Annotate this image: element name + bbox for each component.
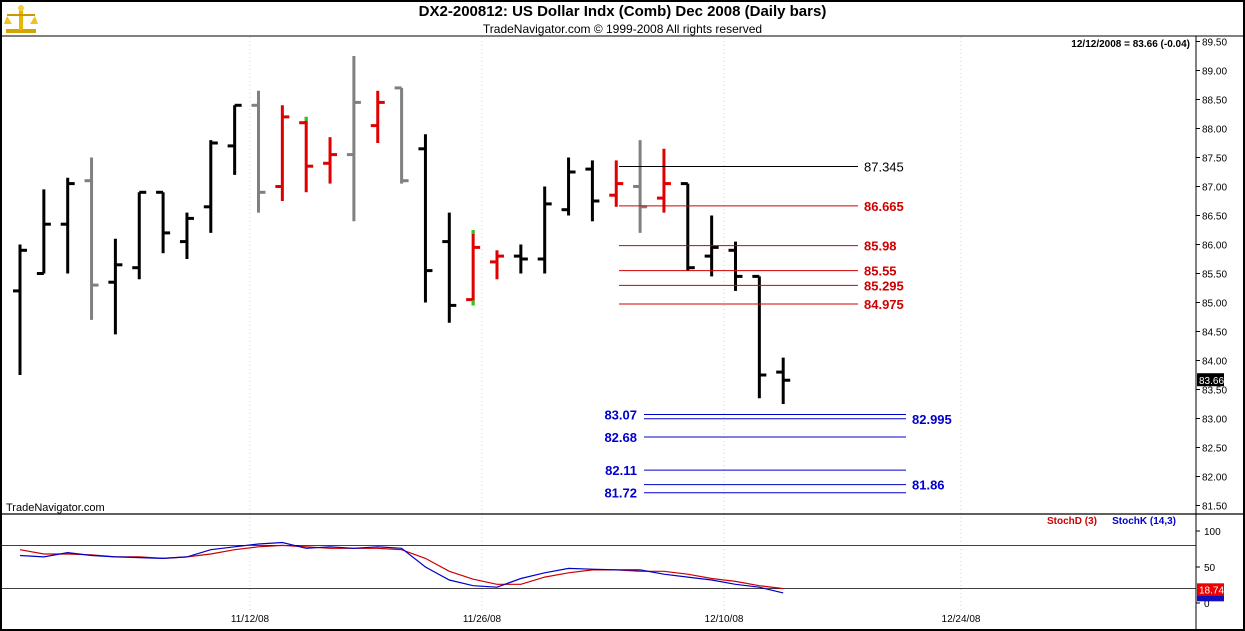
ohlc-bar	[84, 157, 99, 320]
x-tick-label: 12/10/08	[705, 614, 744, 625]
ohlc-bar	[251, 90, 266, 213]
level-label: 87.345	[864, 159, 904, 174]
ohlc-bar	[466, 230, 481, 306]
ohlc-bar	[585, 160, 600, 222]
level-line: 81.86	[644, 478, 945, 493]
y-tick-label: 84.50	[1202, 328, 1227, 339]
level-line: 87.345	[619, 159, 904, 174]
level-label: 85.98	[864, 239, 897, 254]
y-tick-label: 88.50	[1202, 96, 1227, 107]
level-line: 84.975	[619, 297, 904, 312]
ohlc-bar	[490, 250, 504, 280]
ohlc-bar	[346, 56, 361, 222]
level-line: 82.11	[605, 463, 906, 478]
y-tick-label: 89.00	[1202, 67, 1227, 78]
x-tick-label: 11/26/08	[463, 614, 502, 625]
level-label: 85.295	[864, 278, 904, 293]
stoch-series-line	[19, 541, 784, 594]
stoch-y-tick-label: 50	[1204, 563, 1216, 574]
ohlc-bar	[36, 189, 51, 275]
ohlc-bar	[132, 190, 147, 280]
ohlc-bar	[561, 157, 576, 216]
ohlc-bar	[680, 182, 695, 271]
y-tick-label: 82.50	[1202, 444, 1227, 455]
scales-icon	[4, 5, 38, 33]
y-tick-label: 85.50	[1202, 270, 1227, 281]
ohlc-bar	[609, 160, 624, 207]
chart-title: DX2-200812: US Dollar Indx (Comb) Dec 20…	[418, 3, 827, 20]
ohlc-bar	[418, 134, 433, 303]
x-tick-label: 12/24/08	[942, 614, 981, 625]
ohlc-bar	[656, 148, 671, 213]
x-tick-label: 11/12/08	[231, 614, 270, 625]
level-line: 86.665	[619, 199, 904, 214]
level-label: 84.975	[864, 297, 904, 312]
level-label: 81.72	[604, 486, 637, 501]
ohlc-bar	[275, 105, 290, 201]
ohlc-bar	[179, 212, 194, 259]
level-line: 85.55	[619, 264, 897, 279]
y-tick-label: 82.00	[1202, 473, 1227, 484]
level-label: 86.665	[864, 199, 904, 214]
level-line: 82.68	[604, 430, 906, 445]
ohlc-bar	[323, 137, 338, 184]
level-line: 82.995	[644, 412, 952, 427]
stoch-y-tick-label: 0	[1204, 599, 1210, 610]
y-tick-label: 87.50	[1202, 154, 1227, 165]
ohlc-bar	[442, 212, 457, 323]
y-tick-label: 83.50	[1202, 386, 1227, 397]
level-line: 81.72	[604, 486, 906, 501]
copyright-text: TradeNavigator.com © 1999-2008 All right…	[482, 22, 763, 36]
y-tick-label: 85.00	[1202, 299, 1227, 310]
y-tick-label: 83.00	[1202, 415, 1227, 426]
last-quote: 12/12/2008 = 83.66 (-0.04)	[1071, 39, 1190, 50]
ohlc-bar	[60, 177, 75, 274]
level-line: 83.07	[604, 407, 906, 422]
ohlc-bar	[227, 103, 242, 175]
level-line: 85.98	[619, 239, 897, 254]
ohlc-bar	[203, 140, 218, 233]
level-label: 82.995	[912, 412, 952, 427]
y-tick-label: 84.00	[1202, 357, 1227, 368]
level-line: 85.295	[619, 278, 904, 293]
last-price-label: 83.66	[1199, 376, 1224, 387]
ohlc-bar	[633, 140, 648, 233]
ohlc-bar	[13, 244, 27, 375]
stoch-k-tag	[1197, 595, 1224, 602]
level-label: 83.07	[604, 407, 637, 422]
ohlc-bar	[156, 190, 171, 254]
ohlc-bar	[728, 241, 743, 291]
y-tick-label: 88.00	[1202, 125, 1227, 136]
ohlc-bar	[394, 86, 409, 184]
ohlc-bar	[299, 116, 314, 193]
ohlc-bar	[108, 238, 123, 335]
y-tick-label: 86.00	[1202, 241, 1227, 252]
stoch-y-tick-label: 100	[1204, 527, 1221, 538]
watermark: TradeNavigator.com	[6, 502, 105, 514]
ohlc-bar	[752, 274, 767, 399]
level-label: 81.86	[912, 478, 945, 493]
y-tick-label: 89.50	[1202, 38, 1227, 49]
stoch-value-label: 18.74	[1199, 585, 1224, 596]
stoch-series-line	[19, 544, 784, 590]
level-label: 85.55	[864, 264, 897, 279]
ohlc-bar	[537, 186, 552, 274]
last-price-tag	[1197, 373, 1224, 387]
y-tick-label: 81.50	[1202, 502, 1227, 513]
level-label: 82.11	[605, 463, 637, 478]
legend-stoch-k: StochK (14,3)	[1112, 516, 1176, 527]
legend-stoch-d: StochD (3)	[1047, 516, 1097, 527]
level-label: 82.68	[604, 430, 637, 445]
ohlc-bar	[776, 357, 791, 404]
ohlc-bar	[513, 244, 528, 274]
y-tick-label: 86.50	[1202, 212, 1227, 223]
ohlc-bar	[370, 90, 385, 143]
y-tick-label: 87.00	[1202, 183, 1227, 194]
stoch-value-tag	[1197, 583, 1224, 596]
